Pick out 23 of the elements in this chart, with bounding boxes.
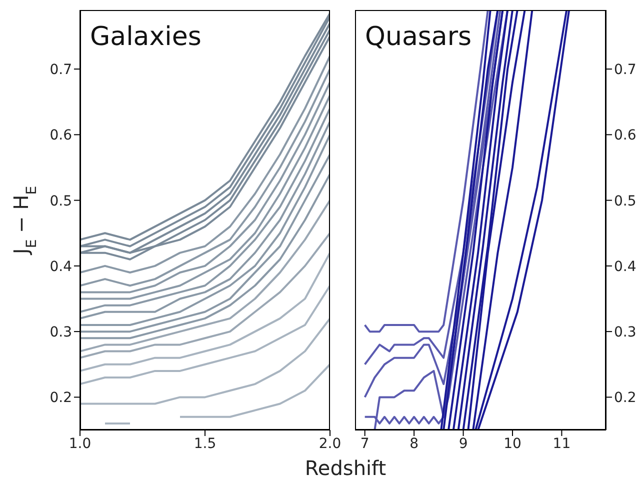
y-tick-label: 0.2 — [50, 390, 72, 406]
y-tick-label: 0.4 — [50, 258, 72, 275]
x-tick-label: 11 — [552, 436, 571, 452]
y-tick-label: 0.6 — [614, 128, 636, 144]
text: Galaxies — [90, 22, 202, 52]
y-tick-label: 0.3 — [50, 324, 72, 341]
x-tick-label: 9 — [458, 436, 468, 452]
y-tick-label: 0.3 — [614, 324, 636, 341]
y-tick-label: 0.2 — [614, 390, 636, 406]
x-tick-label: 10 — [504, 436, 522, 452]
text: Quasars — [365, 22, 472, 52]
x-tick-label: 1.5 — [194, 436, 216, 452]
y-tick-label: 0.6 — [50, 128, 72, 144]
y-tick-label: 0.7 — [50, 62, 72, 78]
x-tick-label: 2.0 — [318, 436, 342, 452]
x-tick-label: 1.0 — [68, 436, 92, 452]
y-tick-label: 0.4 — [614, 258, 636, 275]
y-tick-label: 0.7 — [614, 62, 636, 78]
x-axis-title: Redshift — [304, 456, 388, 480]
y-tick-label: 0.5 — [50, 193, 72, 210]
y-tick-label: 0.5 — [614, 193, 636, 210]
x-tick-label: 7 — [360, 436, 370, 452]
x-tick-label: 8 — [410, 436, 419, 452]
